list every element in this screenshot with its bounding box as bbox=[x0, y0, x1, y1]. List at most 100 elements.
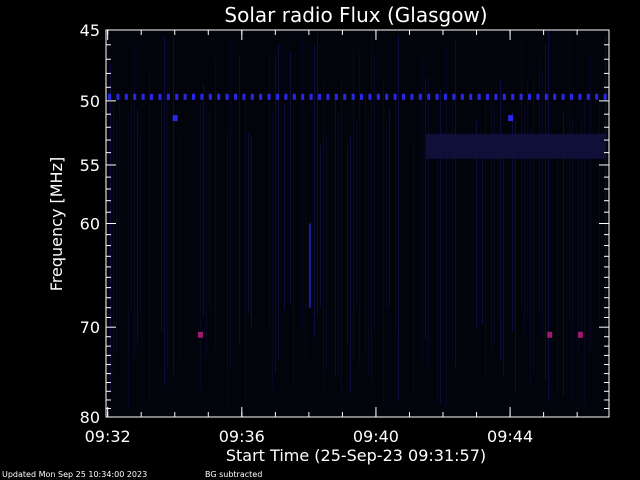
noise-striation bbox=[353, 45, 354, 360]
noise-striation bbox=[161, 94, 162, 333]
background-subtracted-note: BG subtracted bbox=[205, 470, 263, 479]
emission-spot bbox=[547, 331, 553, 338]
interference-band-dash bbox=[309, 93, 313, 100]
noise-striation bbox=[251, 135, 252, 329]
noise-striation bbox=[440, 89, 441, 403]
interference-band-dash bbox=[544, 93, 548, 100]
x-axis-label: Start Time (25-Sep-23 09:31:57) bbox=[226, 446, 486, 465]
interference-band-dash bbox=[586, 93, 590, 100]
noise-striation bbox=[200, 101, 201, 390]
interference-band-dash bbox=[133, 93, 137, 100]
interference-band-dash bbox=[141, 93, 145, 100]
noise-striation bbox=[578, 140, 579, 354]
noise-striation bbox=[341, 79, 342, 394]
noise-striation bbox=[491, 87, 492, 352]
y-tick-label: 55 bbox=[80, 156, 100, 175]
interference-band-dash bbox=[477, 93, 481, 100]
noise-striation bbox=[605, 36, 606, 337]
interference-band-dash bbox=[511, 93, 515, 100]
noise-striation bbox=[149, 68, 150, 400]
noise-striation bbox=[347, 145, 348, 344]
noise-striation bbox=[503, 143, 504, 376]
interference-band-dash bbox=[385, 93, 389, 100]
noise-striation bbox=[305, 112, 306, 360]
noise-striation bbox=[320, 145, 321, 307]
interference-band-dash bbox=[351, 93, 355, 100]
noise-striation bbox=[356, 119, 357, 308]
interference-band-dash bbox=[452, 93, 456, 100]
interference-band-dash bbox=[360, 93, 363, 100]
noise-striation bbox=[476, 120, 477, 329]
noise-striation bbox=[446, 49, 447, 408]
interference-band-dash bbox=[250, 93, 254, 100]
interference-band-dash bbox=[200, 93, 204, 100]
y-tick-label: 70 bbox=[80, 318, 100, 337]
interference-band-dash bbox=[259, 93, 263, 100]
interference-band-dash bbox=[435, 93, 439, 100]
interference-band-dash bbox=[284, 93, 288, 100]
interference-band-dash bbox=[343, 93, 347, 100]
interference-band-dash bbox=[326, 93, 330, 100]
noise-striation bbox=[548, 30, 549, 402]
interference-band-dash bbox=[519, 93, 523, 100]
noise-striation bbox=[293, 108, 294, 387]
noise-striation bbox=[209, 110, 210, 308]
noise-striation bbox=[512, 112, 513, 332]
interference-band-dash bbox=[175, 93, 179, 100]
interference-band-dash bbox=[536, 93, 540, 100]
y-axis-label: Frequency [MHz] bbox=[47, 157, 66, 291]
noise-striation bbox=[206, 103, 207, 357]
noise-striation bbox=[365, 90, 366, 352]
noise-striation bbox=[269, 56, 270, 332]
y-tick-label: 60 bbox=[80, 215, 100, 234]
signal-features bbox=[108, 93, 607, 338]
x-tick-label: 09:32 bbox=[85, 427, 131, 446]
emission-spot bbox=[172, 115, 178, 122]
y-tick-label: 80 bbox=[80, 408, 100, 427]
emission-spot bbox=[508, 115, 514, 122]
y-tick-label: 50 bbox=[80, 92, 100, 111]
noise-striation bbox=[323, 78, 324, 389]
interference-band-dash bbox=[292, 93, 296, 100]
noise-texture bbox=[110, 30, 606, 411]
interference-band-dash bbox=[108, 93, 111, 100]
noise-striation bbox=[290, 51, 291, 305]
interference-band-dash bbox=[334, 93, 338, 100]
noise-striation bbox=[230, 39, 231, 370]
interference-band-dash bbox=[183, 93, 187, 100]
noise-striation bbox=[326, 132, 327, 371]
noise-striation bbox=[137, 109, 138, 343]
noise-striation bbox=[482, 141, 483, 324]
noise-striation bbox=[533, 80, 534, 372]
noise-striation bbox=[530, 131, 531, 386]
noise-striation bbox=[413, 139, 414, 395]
interference-band-dash bbox=[208, 93, 212, 100]
interference-band-dash bbox=[502, 93, 506, 100]
interference-band-dash bbox=[418, 93, 422, 100]
noise-striation bbox=[134, 44, 135, 358]
noise-striation bbox=[116, 117, 117, 354]
noise-striation bbox=[383, 79, 384, 409]
x-tick-label: 09:36 bbox=[219, 427, 265, 446]
interference-band-dash bbox=[494, 93, 498, 100]
interference-band-dash bbox=[528, 93, 531, 100]
x-tick-label: 09:44 bbox=[487, 427, 533, 446]
interference-band-dash bbox=[460, 93, 464, 100]
noise-striation bbox=[524, 103, 525, 335]
noise-striation bbox=[515, 121, 516, 394]
noise-striation bbox=[272, 109, 273, 390]
interference-band-dash bbox=[561, 93, 565, 100]
noise-striation bbox=[203, 83, 204, 317]
noise-striation bbox=[302, 36, 303, 328]
updated-timestamp: Updated Mon Sep 25 10:34:00 2023 bbox=[2, 470, 148, 479]
spectrogram-plot bbox=[106, 30, 609, 417]
interference-band-dash bbox=[242, 93, 246, 100]
noise-striation bbox=[317, 34, 318, 315]
noise-striation bbox=[275, 57, 276, 374]
noise-striation bbox=[167, 89, 168, 369]
noise-striation bbox=[389, 109, 390, 306]
noise-striation bbox=[386, 125, 387, 311]
noise-striation bbox=[557, 134, 558, 397]
interference-band-dash bbox=[124, 93, 128, 100]
interference-band-dash bbox=[234, 93, 237, 100]
